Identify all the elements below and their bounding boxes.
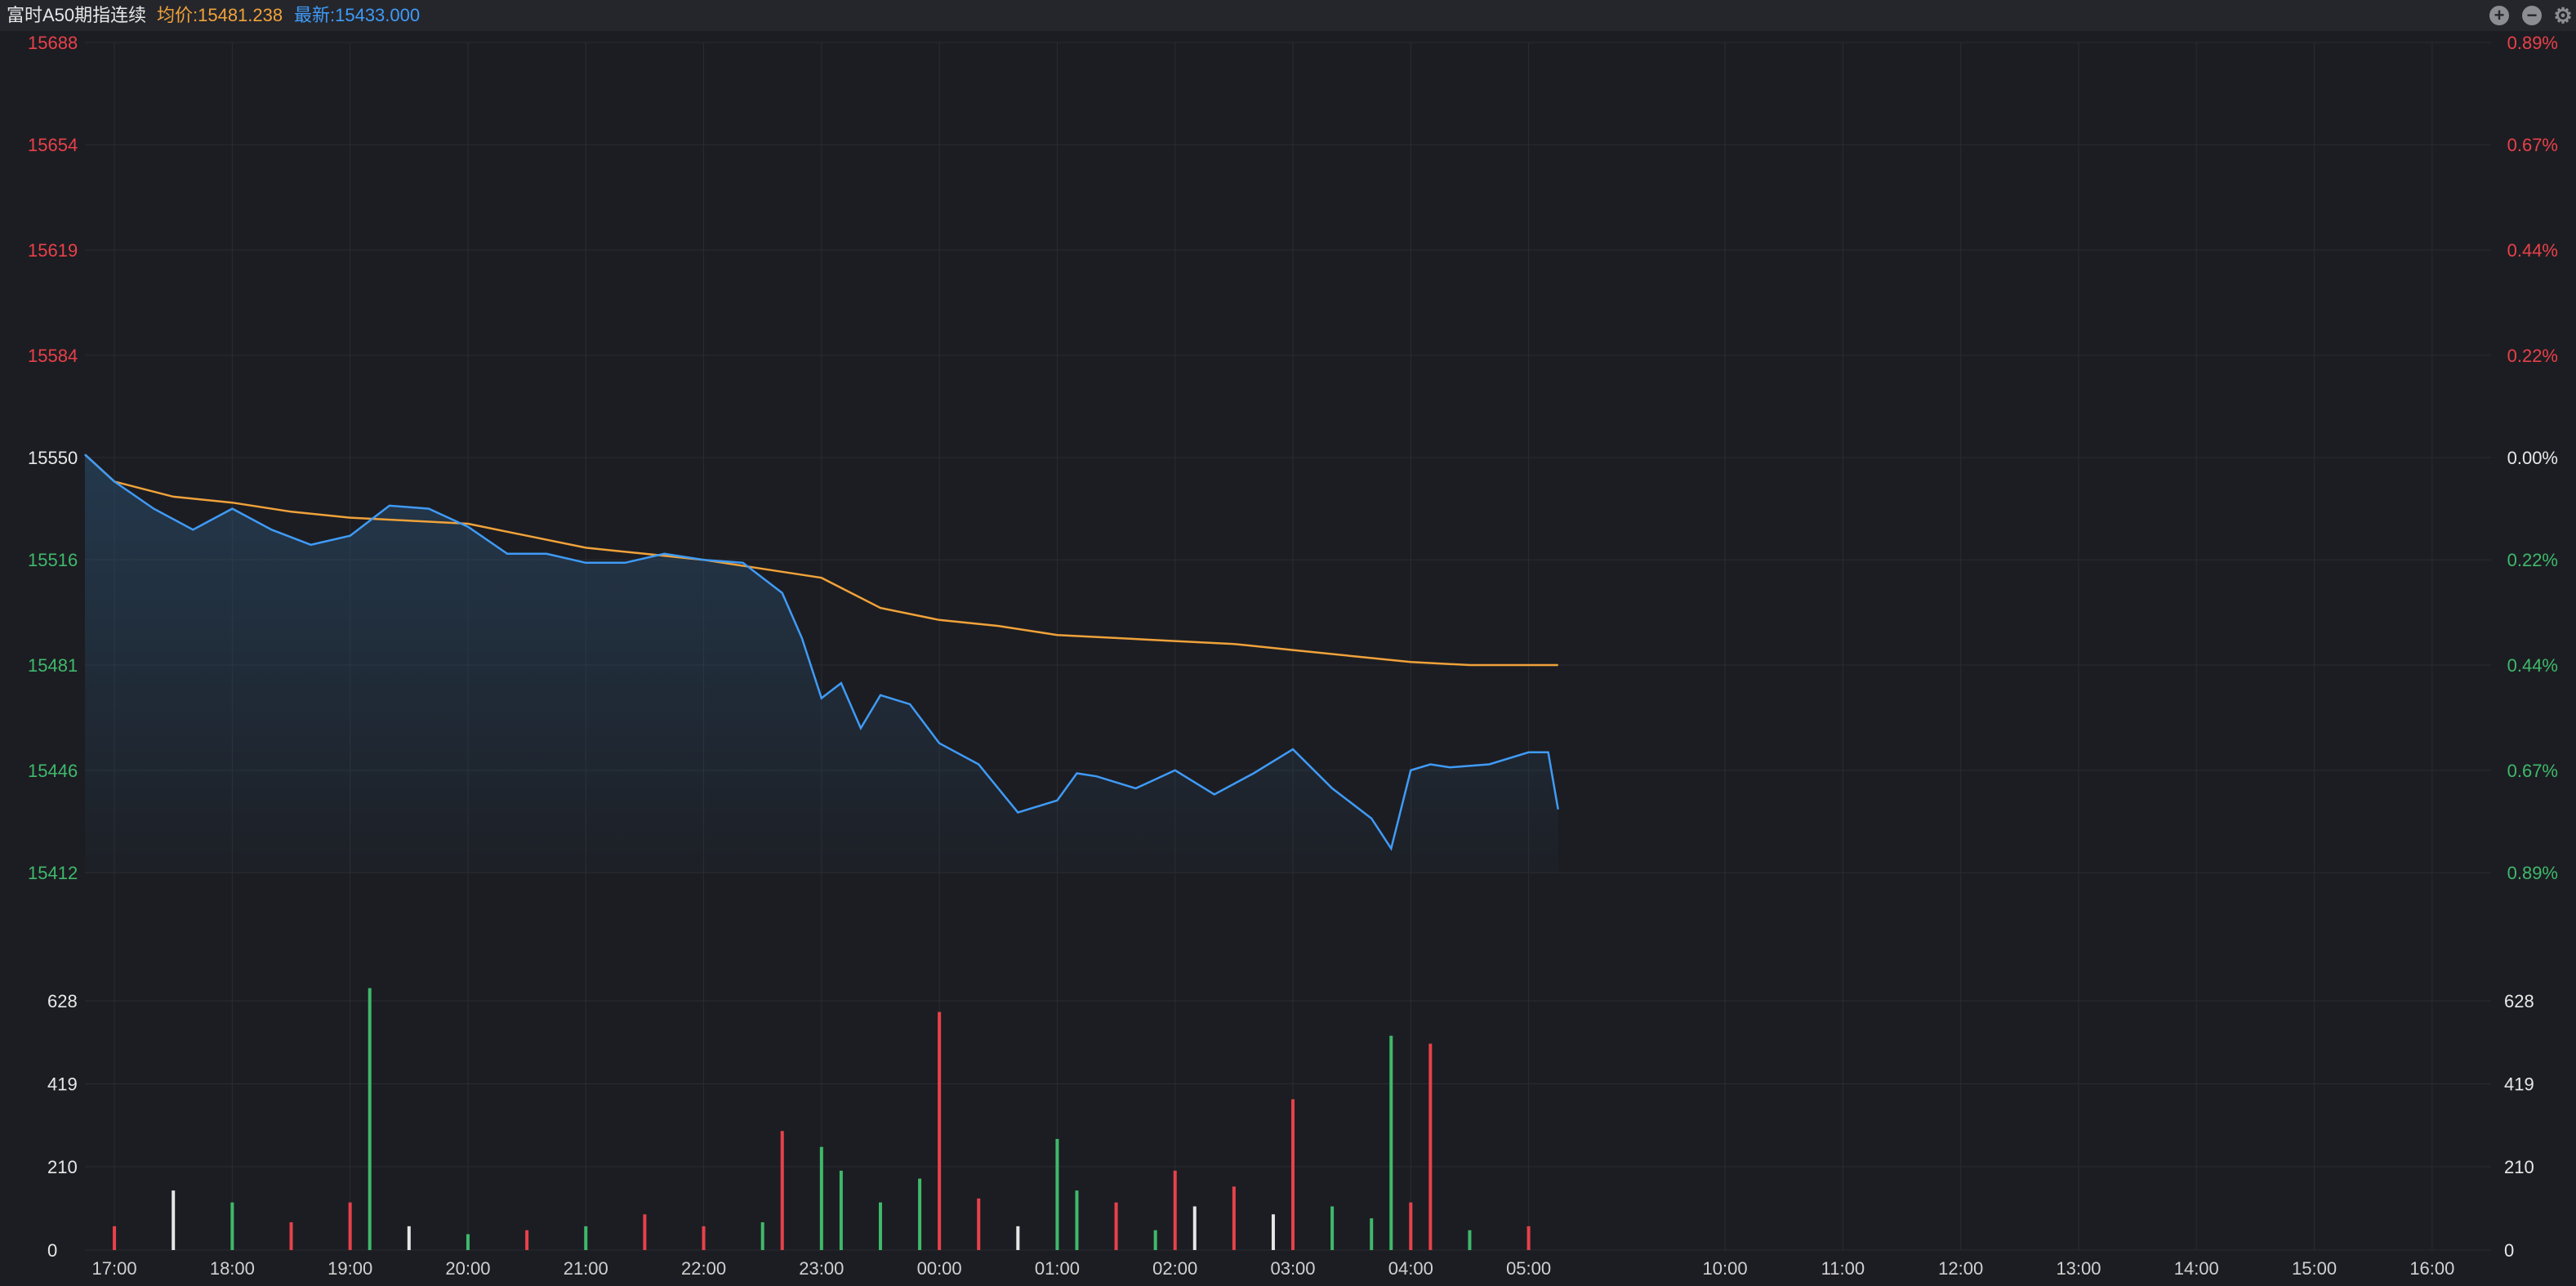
percent-tick-label: 0.67%	[2507, 135, 2558, 155]
volume-bar	[878, 1202, 882, 1250]
price-tick-label: 15619	[28, 240, 78, 261]
volume-bar	[1075, 1190, 1079, 1250]
minus-circle-icon[interactable]: −	[2522, 6, 2542, 25]
volume-bar	[1526, 1226, 1531, 1250]
instrument-name: 富时A50期指连续	[7, 5, 147, 25]
volume-tick-label: 628	[2504, 991, 2534, 1011]
volume-axis: 0 0 210 210 419 419 628 628	[47, 991, 2534, 1261]
volume-bars	[113, 988, 1531, 1250]
volume-bar	[1370, 1218, 1374, 1250]
price-tick-label: 15584	[28, 346, 78, 366]
time-tick-label: 19:00	[328, 1258, 372, 1279]
price-tick-label: 15550	[28, 448, 78, 468]
volume-bar	[172, 1190, 176, 1250]
volume-bar	[289, 1222, 293, 1250]
volume-tick-label: 210	[47, 1157, 78, 1177]
volume-bar	[466, 1234, 470, 1250]
time-tick-label: 02:00	[1152, 1258, 1197, 1279]
percent-tick-label: 0.44%	[2507, 240, 2558, 261]
time-tick-label: 16:00	[2409, 1258, 2454, 1279]
time-tick-label: 01:00	[1035, 1258, 1080, 1279]
volume-bar	[977, 1198, 981, 1250]
time-tick-label: 00:00	[917, 1258, 962, 1279]
average-price-label: 均价:15481.238	[157, 5, 283, 25]
gear-icon[interactable]: ⚙	[2553, 3, 2573, 28]
percent-tick-label: 0.67%	[2507, 761, 2558, 781]
intraday-chart[interactable]: 15688 15654 15619 15584 15550 15516 15481 15446…	[0, 31, 2576, 1286]
time-tick-label: 13:00	[2056, 1258, 2101, 1279]
title-bar: 富时A50期指连续 均价:15481.238 最新:15433.000 + − …	[0, 0, 2576, 31]
volume-tick-label: 0	[47, 1240, 57, 1261]
time-tick-label: 11:00	[1821, 1258, 1865, 1279]
percent-tick-label: 0.89%	[2507, 33, 2558, 53]
average-price-line	[84, 453, 1558, 667]
volume-bar	[918, 1178, 922, 1250]
volume-bar	[584, 1226, 588, 1250]
percent-tick-label: 0.44%	[2507, 655, 2558, 676]
volume-tick-label: 210	[2504, 1157, 2534, 1177]
volume-bar	[1173, 1170, 1177, 1250]
volume-bar	[1055, 1139, 1059, 1250]
time-tick-label: 03:00	[1270, 1258, 1315, 1279]
time-tick-label: 04:00	[1388, 1258, 1433, 1279]
volume-bar	[1271, 1214, 1275, 1250]
volume-bar	[1330, 1206, 1335, 1250]
volume-bar	[839, 1170, 843, 1250]
time-tick-label: 18:00	[210, 1258, 255, 1279]
price-area-fill	[85, 454, 1558, 873]
time-tick-label: 20:00	[445, 1258, 490, 1279]
volume-bar	[1428, 1043, 1433, 1250]
time-tick-label: 12:00	[1938, 1258, 1983, 1279]
percent-tick-label: 0.00%	[2507, 448, 2558, 468]
percent-tick-label: 0.22%	[2507, 346, 2558, 366]
percent-tick-label: 0.89%	[2507, 863, 2558, 883]
volume-tick-label: 419	[47, 1074, 78, 1094]
volume-bar	[1409, 1202, 1413, 1250]
volume-bar	[525, 1230, 529, 1250]
time-tick-label: 15:00	[2292, 1258, 2337, 1279]
volume-bar	[113, 1226, 117, 1250]
price-tick-label: 15481	[28, 655, 78, 676]
volume-bar	[1153, 1230, 1157, 1250]
time-tick-label: 17:00	[92, 1258, 137, 1279]
percent-axis-right: 0.89% 0.67% 0.44% 0.22% 0.00% 0.22% 0.44% 0.67%…	[2507, 33, 2558, 883]
volume-bar	[938, 1011, 942, 1250]
volume-bar	[1389, 1035, 1393, 1250]
time-tick-label: 22:00	[681, 1258, 726, 1279]
volume-bar	[819, 1146, 823, 1250]
price-line	[84, 453, 1559, 851]
time-tick-label: 21:00	[564, 1258, 608, 1279]
volume-tick-label: 628	[47, 991, 78, 1011]
last-price-label: 最新:15433.000	[294, 5, 421, 25]
volume-bar	[1192, 1206, 1197, 1250]
volume-bar	[1016, 1226, 1020, 1250]
volume-bar	[1291, 1099, 1295, 1250]
volume-bar	[643, 1214, 647, 1250]
price-tick-label: 15688	[28, 33, 78, 53]
price-tick-label: 15412	[28, 863, 78, 883]
volume-bar	[1114, 1202, 1118, 1250]
volume-tick-label: 419	[2504, 1074, 2534, 1094]
time-tick-label: 23:00	[799, 1258, 844, 1279]
percent-tick-label: 0.22%	[2507, 550, 2558, 570]
plus-circle-icon[interactable]: +	[2489, 6, 2509, 25]
volume-bar	[1232, 1186, 1236, 1250]
volume-bar	[1468, 1230, 1472, 1250]
price-tick-label: 15654	[28, 135, 78, 155]
volume-bar	[780, 1131, 784, 1250]
volume-tick-label: 0	[2504, 1240, 2514, 1261]
volume-bar	[702, 1226, 706, 1250]
price-tick-label: 15516	[28, 550, 78, 570]
time-tick-label: 14:00	[2174, 1258, 2219, 1279]
volume-bar	[407, 1226, 411, 1250]
volume-bar	[230, 1202, 234, 1250]
time-axis: 17:00 18:00 19:00 20:00 21:00 22:00 23:00 00:00…	[92, 1258, 2455, 1279]
volume-bar	[368, 988, 372, 1250]
time-tick-label: 05:00	[1506, 1258, 1551, 1279]
price-axis-left: 15688 15654 15619 15584 15550 15516 15481 15446…	[28, 33, 78, 883]
price-tick-label: 15446	[28, 761, 78, 781]
volume-bar	[348, 1202, 352, 1250]
volume-bar	[760, 1222, 764, 1250]
time-tick-label: 10:00	[1703, 1258, 1748, 1279]
